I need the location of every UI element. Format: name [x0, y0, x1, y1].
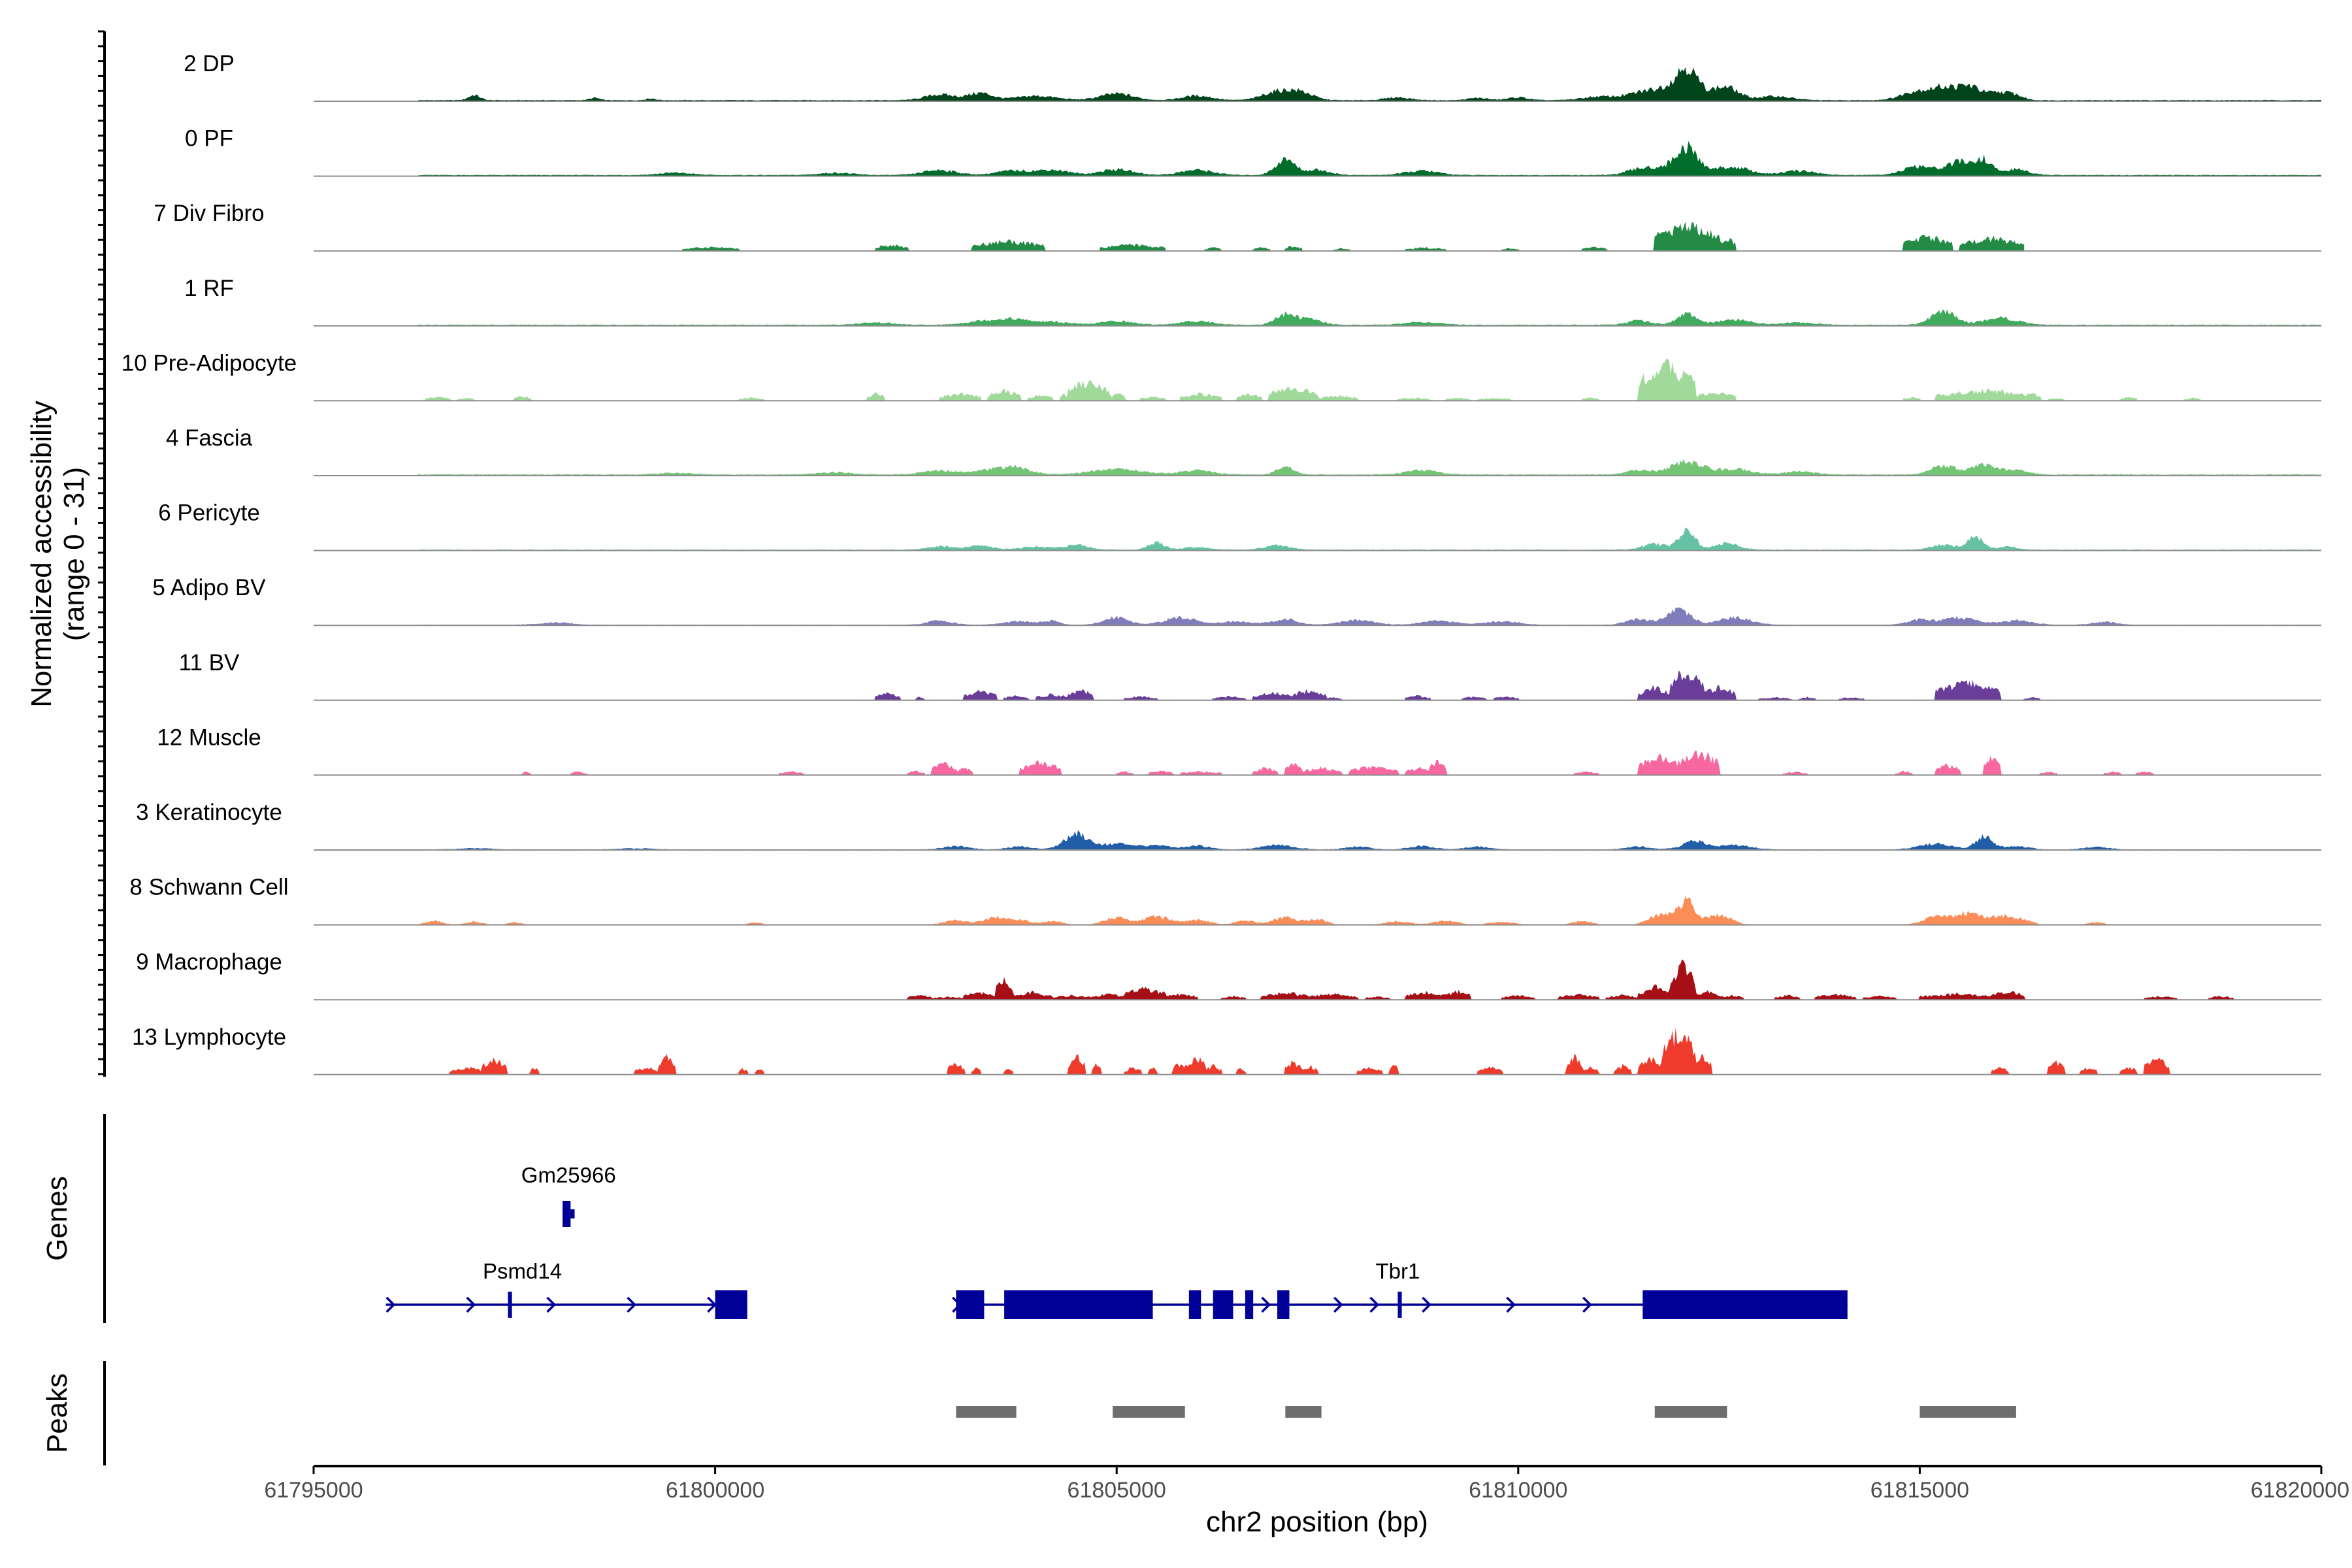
track-label: 6 Pericyte — [158, 500, 260, 526]
gene-exon — [1397, 1292, 1402, 1318]
strand-arrow — [1422, 1296, 1431, 1313]
gene-psmd14: Psmd14 — [385, 1259, 747, 1319]
track-label: 1 RF — [184, 276, 234, 301]
peak-region — [1285, 1406, 1322, 1418]
gene-exon — [508, 1292, 512, 1318]
position-axis-ticks: 61795000 61800000 61805000 61810000 61815000… — [264, 1466, 2349, 1503]
gene-label: Psmd14 — [483, 1259, 562, 1283]
accessibility-axis-ticks — [98, 30, 105, 1075]
strand-arrow — [1582, 1296, 1592, 1313]
track-label: 5 Adipo BV — [152, 575, 266, 600]
peaks-title: Peaks — [41, 1373, 73, 1453]
track-5-adipo-bv: 5 Adipo BV — [152, 575, 2321, 627]
coverage-area — [875, 959, 2322, 1000]
position-tick-label: 61815000 — [1870, 1478, 1969, 1503]
peak-region — [1654, 1406, 1727, 1418]
track-label: 9 Macrophage — [136, 949, 282, 975]
track-8-schwann-cell: 8 Schwann Cell — [129, 875, 2321, 926]
coverage-area — [417, 459, 2321, 476]
peak-regions — [956, 1406, 2016, 1418]
coverage-tracks: 2 DP 0 PF 7 Div Fibro 1 RF 10 Pre-Adipocyte 4… — [122, 51, 2322, 1075]
coverage-area — [417, 67, 2321, 101]
position-tick-label: 61810000 — [1469, 1478, 1567, 1503]
y-axis-title: Normalized accessibility — [25, 400, 57, 707]
strand-arrow — [1333, 1296, 1343, 1313]
gene-exon — [1188, 1290, 1201, 1319]
coverage-area — [417, 309, 2321, 326]
track-1-rf: 1 RF — [184, 276, 2321, 327]
gene-exon — [715, 1290, 747, 1319]
position-tick-label: 61805000 — [1068, 1478, 1166, 1503]
position-tick-label: 61795000 — [264, 1478, 363, 1503]
coverage-area — [434, 1027, 2242, 1075]
coverage-area — [417, 358, 2242, 401]
coverage-area — [417, 830, 2321, 850]
track-9-macrophage: 9 Macrophage — [136, 949, 2322, 1001]
strand-arrow — [1369, 1296, 1380, 1313]
position-tick-label: 61820000 — [2251, 1478, 2349, 1503]
coverage-area — [675, 221, 2025, 252]
x-axis-title: chr2 position (bp) — [1206, 1506, 1428, 1538]
track-13-lymphocyte: 13 Lymphocyte — [132, 1024, 2321, 1075]
gene-label: Gm25966 — [521, 1163, 616, 1187]
track-10-pre-adipocyte: 10 Pre-Adipocyte — [122, 350, 2321, 402]
genes-panel: Genes Gm25966 Psmd14 Tbr1 — [41, 1114, 1848, 1323]
peak-region — [956, 1406, 1017, 1418]
track-7-div-fibro: 7 Div Fibro — [154, 201, 2321, 252]
track-label: 2 DP — [184, 51, 235, 76]
strand-arrow — [627, 1296, 637, 1313]
track-2-dp: 2 DP — [184, 51, 2321, 102]
track-label: 11 BV — [179, 650, 240, 676]
strand-arrow — [1261, 1296, 1271, 1313]
track-6-pericyte: 6 Pericyte — [158, 500, 2321, 551]
position-tick-label: 61800000 — [666, 1478, 764, 1503]
track-11-bv: 11 BV — [179, 650, 2321, 701]
genes-title: Genes — [41, 1176, 73, 1261]
track-0-pf: 0 PF — [185, 126, 2321, 177]
track-label: 4 Fascia — [166, 425, 253, 451]
coverage-area — [417, 527, 2321, 551]
gene-models: Gm25966 Psmd14 Tbr1 — [385, 1163, 1848, 1319]
track-label: 7 Div Fibro — [154, 201, 264, 226]
track-label: 12 Muscle — [157, 725, 261, 750]
strand-arrow — [1506, 1296, 1516, 1313]
coverage-area — [836, 670, 2040, 700]
position-axis: 61795000 61800000 61805000 61810000 61815000… — [264, 1465, 2349, 1538]
track-12-muscle: 12 Muscle — [157, 725, 2321, 776]
coverage-area — [417, 140, 2321, 176]
gene-exon — [1213, 1290, 1233, 1319]
peak-region — [1113, 1406, 1185, 1418]
strand-arrow — [385, 1296, 396, 1313]
gene-exon — [570, 1209, 575, 1218]
coverage-area — [417, 607, 2321, 626]
track-label: 13 Lymphocyte — [132, 1024, 286, 1050]
coverage-area — [474, 750, 2161, 776]
strand-arrow — [466, 1296, 476, 1313]
y-axis-range: (range 0 - 31) — [58, 467, 90, 642]
track-label: 10 Pre-Adipocyte — [122, 350, 297, 376]
gene-exon — [1277, 1290, 1290, 1319]
strand-arrow — [707, 1296, 717, 1313]
track-label: 8 Schwann Cell — [129, 875, 288, 900]
gene-exon — [563, 1201, 571, 1227]
track-label: 3 Keratinocyte — [136, 800, 282, 825]
gene-tbr1: Tbr1 — [952, 1259, 1848, 1319]
gene-label: Tbr1 — [1375, 1259, 1420, 1283]
strand-arrow — [546, 1296, 557, 1313]
accessibility-axis: Normalized accessibility (range 0 - 31) — [25, 30, 106, 1077]
track-4-fascia: 4 Fascia — [166, 425, 2321, 476]
gene-exon — [1245, 1290, 1254, 1319]
gene-exon — [956, 1290, 985, 1319]
peaks-panel: Peaks — [41, 1361, 2016, 1465]
track-3-keratinocyte: 3 Keratinocyte — [136, 800, 2321, 851]
gene-gm25966: Gm25966 — [521, 1163, 616, 1227]
gene-exon — [1642, 1290, 1848, 1319]
peak-region — [1919, 1406, 2016, 1418]
coverage-area — [417, 896, 2321, 925]
gene-exon — [1004, 1290, 1153, 1319]
track-label: 0 PF — [185, 126, 233, 152]
